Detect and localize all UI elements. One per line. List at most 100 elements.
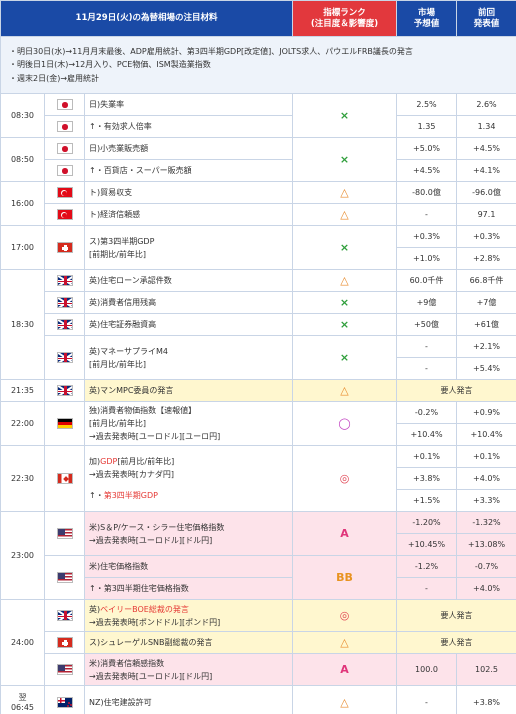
flag-cell bbox=[44, 291, 85, 314]
forecast-value: -1.2% bbox=[396, 555, 457, 578]
table-row: 23:00 米)S＆P/ケース・シラー住宅価格指数 →過去発表時[ユーロドル][… bbox=[0, 511, 516, 600]
event-subtitle: [前月比/前年比] bbox=[89, 359, 146, 369]
table-row: 16:00 ト)貿易収支 △ -80.0億 -96.0億 bbox=[0, 181, 516, 226]
previous-value: +10.4% bbox=[456, 423, 516, 446]
flag-cell bbox=[44, 115, 85, 138]
previous-value: +4.1% bbox=[456, 159, 516, 182]
event-name: ス)第3四半期GDP [前期比/前年比] bbox=[84, 225, 293, 270]
previous-value: +3.3% bbox=[456, 489, 516, 512]
rank-symbol: △ bbox=[292, 203, 397, 226]
forecast-header: 市場 予想値 bbox=[396, 0, 457, 37]
forecast-value: -80.0億 bbox=[396, 181, 457, 204]
event-name: ト)貿易収支 bbox=[84, 181, 293, 204]
event-name: 米)消費者信頼感指数 →過去発表時[ユーロドル][ドル円] bbox=[84, 653, 293, 686]
rank-symbol: △ bbox=[292, 269, 397, 292]
forecast-value: - bbox=[396, 577, 457, 600]
previous-value: +0.3% bbox=[456, 225, 516, 248]
japan-flag-icon bbox=[56, 143, 73, 154]
time-cell: 18:30 bbox=[0, 269, 45, 380]
event-name: 英)ベイリーBOE総裁の発言 →過去発表時[ポンドドル][ポンド円] bbox=[84, 599, 293, 632]
event-title: 独)消費者物価指数【速報値】 bbox=[89, 406, 197, 415]
past-release-link[interactable]: →過去発表時[カナダ円] bbox=[89, 470, 174, 479]
event-name: 英)住宅ローン承認件数 bbox=[84, 269, 293, 292]
event-subtitle: [前月比/前年比] bbox=[117, 457, 175, 466]
previous-value: +4.0% bbox=[456, 577, 516, 600]
notes-box: ・明日30日(水)→11月月末最後、ADP雇用統計、第3四半期GDP[改定値]、… bbox=[0, 36, 516, 94]
table-row: 英)マネーサプライM4 [前月比/前年比] × - +2.1% bbox=[1, 335, 516, 380]
rank-symbol: △ bbox=[292, 685, 397, 714]
forecast-value: -1.20% bbox=[396, 511, 457, 534]
event-name: 米)住宅価格指数 bbox=[84, 555, 293, 578]
flag-cell bbox=[44, 203, 85, 226]
previous-value: 66.8千件 bbox=[456, 269, 516, 292]
time-cell: 翌 06:45 bbox=[0, 685, 45, 714]
table-row: - +5.4% bbox=[1, 357, 516, 380]
rank-symbol: △ bbox=[292, 631, 397, 654]
previous-value: 1.34 bbox=[456, 115, 516, 138]
past-release-link[interactable]: →過去発表時[ユーロドル][ドル円] bbox=[89, 671, 213, 681]
event-subtitle: [前期比/前年比] bbox=[89, 249, 146, 259]
rank-symbol: A bbox=[292, 511, 397, 556]
flag-cell bbox=[44, 555, 85, 600]
past-release-link[interactable]: →過去発表時[ポンドドル][ポンド円] bbox=[89, 617, 221, 627]
event-title: 加)GDP[前月比/前年比] bbox=[89, 455, 288, 468]
forecast-value: - bbox=[396, 685, 457, 714]
flag-cell bbox=[44, 631, 85, 654]
event-highlight: GDP bbox=[100, 457, 118, 466]
forecast-value: +50億 bbox=[396, 313, 457, 336]
forecast-value: 2.5% bbox=[396, 93, 457, 116]
table-row: ↑・第3四半期住宅価格指数 - +4.0% bbox=[1, 577, 516, 600]
us-flag-icon bbox=[56, 664, 73, 675]
event-name: 日)小売業販売額 bbox=[84, 137, 293, 160]
event-title: 米)消費者信頼感指数 bbox=[89, 658, 165, 668]
time-cell: 23:00 bbox=[0, 511, 45, 600]
table-row: 22:30 加)GDP[前月比/前年比] →過去発表時[カナダ円] ↑・第3四半… bbox=[0, 445, 516, 512]
time-cell: 17:00 bbox=[0, 225, 45, 270]
forecast-value: 1.35 bbox=[396, 115, 457, 138]
past-release-link[interactable]: →過去発表時[ユーロドル][ユーロ円] bbox=[89, 432, 221, 441]
rank-symbol: × bbox=[292, 291, 397, 314]
event-title: ス)第3四半期GDP bbox=[89, 236, 155, 246]
event-name: 日)失業率 bbox=[84, 93, 293, 116]
new-zealand-flag-icon bbox=[56, 697, 73, 708]
us-flag-icon bbox=[56, 528, 73, 539]
forecast-value: +1.0% bbox=[396, 247, 457, 270]
switzerland-flag-icon bbox=[56, 242, 73, 253]
previous-value: +0.9% bbox=[456, 401, 516, 424]
table-row: 21:35 英)マンMPC委員の発言 △ 要人発言 bbox=[0, 379, 516, 402]
table-row: +3.8% +4.0% bbox=[1, 467, 516, 490]
forecast-value: - bbox=[396, 357, 457, 380]
event-title: 英)マネーサプライM4 bbox=[89, 346, 168, 356]
time-cell: 22:00 bbox=[0, 401, 45, 446]
uk-flag-icon bbox=[56, 610, 73, 621]
flag-cell bbox=[44, 225, 85, 270]
flag-cell bbox=[44, 93, 85, 116]
rank-symbol: △ bbox=[292, 379, 397, 402]
event-name: ト)経済信頼感 bbox=[84, 203, 293, 226]
uk-flag-icon bbox=[56, 275, 73, 286]
switzerland-flag-icon bbox=[56, 637, 73, 648]
turkey-flag-icon bbox=[56, 209, 73, 220]
uk-flag-icon bbox=[56, 385, 73, 396]
event-name: 英)マンMPC委員の発言 bbox=[84, 379, 293, 402]
previous-value: +7億 bbox=[456, 291, 516, 314]
past-release-link[interactable]: →過去発表時[ユーロドル][ドル円] bbox=[89, 535, 213, 545]
rank-symbol: × bbox=[292, 93, 397, 138]
forecast-value: -0.2% bbox=[396, 401, 457, 424]
canada-flag-icon bbox=[56, 473, 73, 484]
japan-flag-icon bbox=[56, 121, 73, 132]
table-header: 11月29日(火)の為替相場の注目材料 指標ランク (注目度＆影響度) 市場 予想値… bbox=[0, 0, 516, 37]
event-name: 英)マネーサプライM4 [前月比/前年比] bbox=[84, 335, 293, 380]
event-highlight: 第3四半期GDP bbox=[103, 491, 158, 500]
event-highlight: ベイリーBOE総裁の発言 bbox=[100, 604, 189, 614]
event-name: ↑・有効求人倍率 bbox=[84, 115, 293, 138]
table-row: ↑・百貨店・スーパー販売額 +4.5% +4.1% bbox=[1, 159, 516, 182]
time-cell: 16:00 bbox=[0, 181, 45, 226]
time-label: 06:45 bbox=[10, 702, 35, 712]
us-flag-icon bbox=[56, 572, 73, 583]
event-name: ↑・第3四半期住宅価格指数 bbox=[84, 577, 293, 600]
flag-cell bbox=[44, 159, 85, 182]
rank-symbol: △ bbox=[292, 181, 397, 204]
event-prefix: 加) bbox=[89, 457, 101, 466]
previous-value: -0.7% bbox=[456, 555, 516, 578]
